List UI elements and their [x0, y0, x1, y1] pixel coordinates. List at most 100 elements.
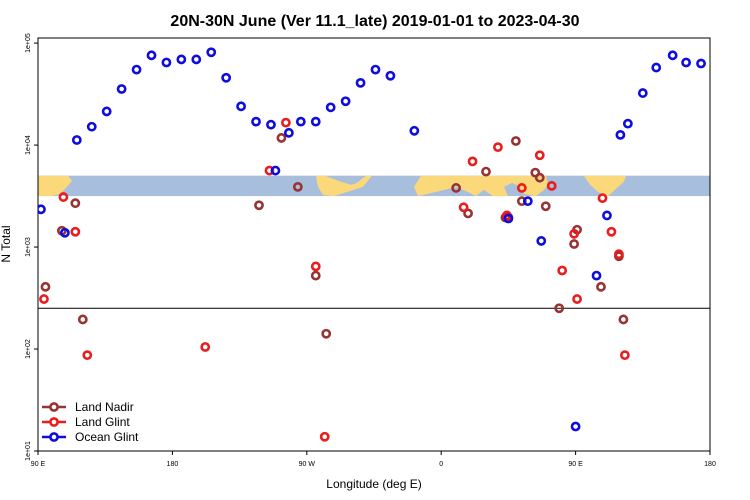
ocean-glint-point [146, 50, 157, 61]
y-axis-title: N Total [0, 225, 13, 262]
ocean-glint-point [591, 270, 602, 281]
ocean-glint-point [615, 129, 626, 140]
ocean-glint-point [176, 54, 187, 65]
land-nadir-point [618, 314, 629, 325]
ocean-glint-point [161, 57, 172, 68]
ocean-glint-point [59, 227, 70, 238]
land-glint-point [516, 183, 527, 193]
ocean-glint-point [86, 121, 97, 132]
land-glint-point [546, 180, 557, 191]
land-africa-arabia [414, 175, 514, 197]
map-strip [38, 175, 710, 197]
land-nadir-point [510, 136, 521, 146]
ocean-glint-point [667, 50, 678, 61]
ocean-glint-point [340, 96, 351, 107]
ocean-glint-point [251, 116, 261, 127]
land-nadir-point [463, 208, 473, 219]
land-asia-se [584, 175, 626, 197]
plot-frame [37, 37, 711, 452]
legend-label: Land Glint [75, 415, 130, 429]
x-tick-label: 90 E [31, 461, 46, 468]
ocean-glint-point [681, 57, 692, 68]
ocean-glint-point [536, 236, 547, 246]
ocean-glint-point [622, 118, 633, 129]
land-glint-point [280, 117, 291, 128]
land-nadir-point [481, 166, 491, 177]
land-glint-point [58, 192, 69, 202]
land-glint-point [467, 156, 478, 167]
ocean-glint-point [522, 196, 533, 207]
land-nadir-point [254, 200, 264, 211]
ocean-glint-point [503, 213, 514, 224]
land-nadir-point [321, 328, 332, 339]
land-glint-point [614, 249, 624, 260]
ocean-glint-point [696, 58, 706, 69]
y-tick-label: 1e+02 [25, 339, 32, 359]
x-axis: 90 E 180 90 W 0 90 E 180 [31, 451, 716, 468]
land-americas-north [316, 175, 372, 197]
chart-title: 20N-30N June (Ver 11.1_late) 2019-01-01 … [170, 13, 579, 30]
legend-marker [49, 432, 59, 442]
x-tick-label: 90 W [299, 461, 316, 468]
ocean-glint-point [637, 88, 648, 98]
ocean-glint-point [385, 70, 396, 81]
land-nadir-point [70, 198, 81, 209]
legend-marker [49, 417, 59, 427]
y-tick-label: 1e+05 [25, 33, 32, 53]
land-glint-point [319, 431, 330, 442]
land-nadir-point [596, 281, 606, 292]
ocean-glint-point [355, 77, 366, 88]
land-nadir-point [77, 314, 88, 325]
ocean-glint-point [38, 204, 46, 215]
land-nadir-point [554, 303, 565, 314]
legend-label: Land Nadir [75, 400, 134, 414]
ocean-glint-point [101, 106, 112, 117]
plot-area: 90 E 180 90 W 0 90 E 180 1e+01 1e+02 1e+03 1e+04… [25, 33, 716, 468]
x-tick-label: 90 E [568, 461, 583, 468]
y-tick-label: 1e+01 [25, 441, 32, 461]
ocean-glint-point [283, 127, 294, 138]
land-glint-point [493, 142, 503, 153]
land-nadir-point [276, 133, 287, 143]
ocean-glint-point [602, 210, 612, 221]
data-points [38, 47, 710, 442]
x-tick-label: 0 [439, 461, 443, 468]
x-tick-label: 180 [704, 461, 716, 468]
ocean-glint-point [206, 47, 217, 58]
ocean-glint-point [71, 135, 82, 145]
land-glint-point [569, 228, 580, 239]
ocean-glint-point [409, 125, 420, 136]
land-glint-point [200, 342, 211, 352]
land-nadir-point [451, 183, 462, 193]
ocean-glint-point [191, 54, 202, 65]
ocean-glint-point [570, 421, 581, 432]
land-nadir-point [534, 172, 545, 183]
legend-marker [49, 402, 59, 412]
x-tick-label: 180 [167, 461, 179, 468]
ocean-glint-point [116, 84, 127, 94]
land-glint-point [310, 261, 321, 272]
ocean-glint-point [266, 119, 276, 130]
legend-label: Ocean Glint [75, 430, 139, 444]
land-glint-point [606, 226, 617, 237]
land-glint-point [619, 350, 630, 361]
land-glint-point [70, 226, 81, 237]
y-axis: 1e+01 1e+02 1e+03 1e+04 1e+05 [25, 33, 38, 461]
land-nadir-point [40, 281, 51, 292]
legend-item-land-nadir: Land Nadir [42, 400, 134, 414]
land-nadir-point [540, 201, 551, 212]
ocean-glint-point [325, 102, 336, 113]
land-glint-point [572, 294, 582, 304]
ocean-glint-point [221, 72, 232, 83]
legend-item-ocean-glint: Ocean Glint [42, 430, 139, 444]
ocean-glint-point [370, 64, 381, 75]
ocean-glint-point [270, 165, 281, 176]
land-nadir-point [310, 270, 321, 281]
land-asia-east [38, 175, 72, 197]
land-glint-point [39, 294, 49, 304]
land-glint-point [557, 265, 568, 276]
land-glint-point [458, 202, 469, 213]
